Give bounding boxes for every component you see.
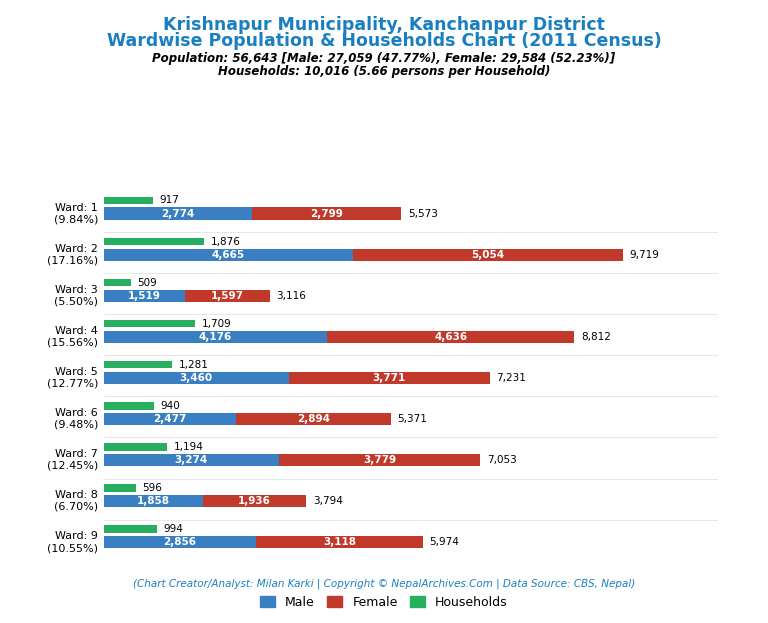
Bar [279, 454, 481, 466]
Text: (Chart Creator/Analyst: Milan Karki | Copyright © NepalArchives.Com | Data Sourc: (Chart Creator/Analyst: Milan Karki | Co… [133, 578, 635, 589]
Bar [289, 372, 490, 384]
Bar [104, 207, 252, 220]
Text: 1,709: 1,709 [201, 319, 231, 329]
Bar [104, 361, 172, 368]
Text: 940: 940 [161, 401, 180, 411]
Text: 9,719: 9,719 [629, 250, 659, 260]
Bar [104, 320, 195, 327]
Bar [257, 536, 423, 548]
Bar [104, 249, 353, 261]
Bar [104, 443, 167, 450]
Text: 3,794: 3,794 [313, 496, 343, 506]
Text: 1,876: 1,876 [210, 237, 240, 247]
Text: 2,856: 2,856 [164, 537, 197, 547]
Text: 2,799: 2,799 [310, 209, 343, 219]
Text: 4,636: 4,636 [434, 332, 467, 342]
Text: 3,779: 3,779 [363, 455, 396, 465]
Text: 3,274: 3,274 [174, 455, 208, 465]
Bar [236, 413, 391, 425]
Bar [104, 413, 236, 425]
Text: 5,371: 5,371 [397, 414, 427, 424]
Text: 1,936: 1,936 [238, 496, 271, 506]
Bar [203, 495, 306, 507]
Text: 5,054: 5,054 [472, 250, 505, 260]
Text: 1,597: 1,597 [211, 291, 244, 301]
Text: Wardwise Population & Households Chart (2011 Census): Wardwise Population & Households Chart (… [107, 32, 661, 50]
Text: 4,665: 4,665 [212, 250, 245, 260]
Text: 2,774: 2,774 [161, 209, 194, 219]
Bar [104, 525, 157, 533]
Text: 3,460: 3,460 [180, 373, 213, 383]
Bar [353, 249, 623, 261]
Bar [104, 331, 327, 343]
Text: 1,519: 1,519 [127, 291, 161, 301]
Legend: Male, Female, Households: Male, Female, Households [255, 591, 513, 614]
Bar [252, 207, 402, 220]
Text: 1,194: 1,194 [174, 442, 204, 452]
Bar [104, 402, 154, 409]
Text: 3,771: 3,771 [372, 373, 406, 383]
Text: 1,281: 1,281 [178, 359, 208, 370]
Text: 7,053: 7,053 [487, 455, 517, 465]
Text: 5,573: 5,573 [408, 209, 438, 219]
Text: 2,477: 2,477 [153, 414, 187, 424]
Bar [104, 454, 279, 466]
Bar [104, 290, 185, 302]
Text: Households: 10,016 (5.66 persons per Household): Households: 10,016 (5.66 persons per Hou… [218, 65, 550, 78]
Text: 3,118: 3,118 [323, 537, 356, 547]
Bar [104, 372, 289, 384]
Bar [104, 197, 153, 204]
Bar [104, 495, 203, 507]
Bar [104, 279, 131, 287]
Bar [104, 484, 135, 492]
Text: 8,812: 8,812 [581, 332, 611, 342]
Text: 596: 596 [142, 483, 162, 493]
Text: Population: 56,643 [Male: 27,059 (47.77%), Female: 29,584 (52.23%)]: Population: 56,643 [Male: 27,059 (47.77%… [152, 52, 616, 65]
Bar [104, 238, 204, 245]
Text: 3,116: 3,116 [276, 291, 306, 301]
Text: Krishnapur Municipality, Kanchanpur District: Krishnapur Municipality, Kanchanpur Dist… [163, 16, 605, 34]
Text: 994: 994 [163, 524, 183, 534]
Text: 917: 917 [159, 196, 179, 206]
Text: 509: 509 [137, 278, 157, 288]
Bar [327, 331, 574, 343]
Text: 2,894: 2,894 [296, 414, 329, 424]
Text: 1,858: 1,858 [137, 496, 170, 506]
Text: 4,176: 4,176 [199, 332, 232, 342]
Bar [185, 290, 270, 302]
Bar [104, 536, 257, 548]
Text: 5,974: 5,974 [429, 537, 459, 547]
Text: 7,231: 7,231 [496, 373, 526, 383]
